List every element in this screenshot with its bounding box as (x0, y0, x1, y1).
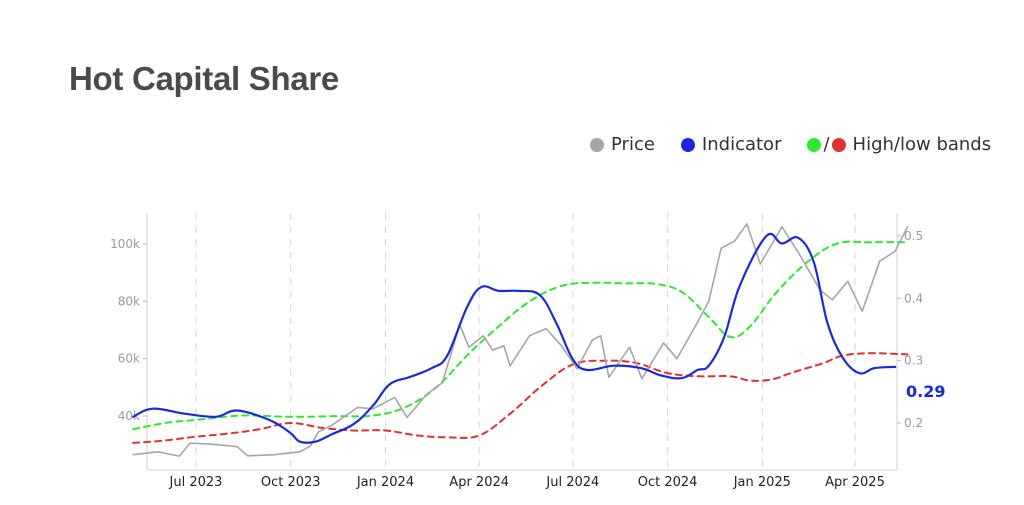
right-tick-label: 0.3 (904, 354, 923, 368)
high-band-line (132, 240, 909, 431)
x-tick-label: Jul 2024 (545, 475, 599, 490)
chart-legend: Price Indicator / High/low bands (590, 134, 991, 155)
left-tick-label: 80k (118, 294, 140, 308)
low-band-legend-dot (831, 137, 846, 152)
indicator-last-value: 0.29 (906, 382, 945, 401)
indicator-legend-label: Indicator (701, 134, 782, 155)
x-tick-label: Jul 2023 (169, 475, 223, 490)
x-tick-label: Apr 2024 (449, 475, 509, 490)
price-legend-label: Price (611, 134, 655, 155)
right-tick-label: 0.4 (904, 291, 923, 305)
indicator-line (132, 232, 897, 444)
left-tick-label: 60k (118, 352, 140, 366)
x-tick-label: Jan 2025 (733, 475, 791, 490)
legend-item-price[interactable]: Price (590, 134, 655, 155)
page-title: Hot Capital Share (69, 60, 339, 97)
x-tick-label: Apr 2025 (825, 475, 885, 490)
right-tick-label: 0.5 (904, 229, 923, 243)
high-band-legend-dot (807, 137, 822, 152)
legend-item-bands[interactable]: / High/low bands (807, 134, 991, 155)
bands-separator: / (823, 134, 830, 155)
price-line (132, 223, 909, 457)
bands-legend-label: High/low bands (852, 134, 992, 155)
left-tick-label: 40k (118, 409, 140, 423)
indicator-legend-dot (680, 137, 695, 152)
right-tick-label: 0.2 (904, 416, 923, 430)
low-band-line (132, 352, 909, 444)
price-legend-dot (590, 137, 604, 152)
x-tick-label: Jan 2024 (356, 475, 414, 490)
x-tick-label: Oct 2023 (261, 475, 321, 490)
left-tick-label: 100k (110, 237, 140, 251)
legend-item-indicator[interactable]: Indicator (680, 134, 782, 155)
x-tick-label: Oct 2024 (638, 475, 698, 490)
